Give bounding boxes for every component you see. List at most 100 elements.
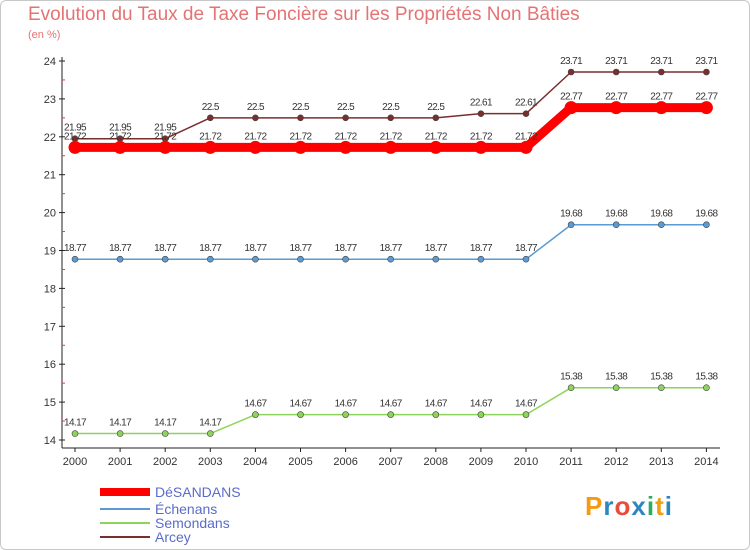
y-unit-label: (en %) — [28, 29, 61, 41]
data-point-desandans — [429, 140, 443, 154]
data-label-desandans: 22.77 — [605, 92, 628, 103]
x-tick-label: 2008 — [424, 456, 448, 468]
data-label-desandans: 21.72 — [289, 131, 312, 142]
data-point-echenans — [116, 255, 124, 263]
data-label-echenans: 19.68 — [695, 209, 718, 220]
x-tick-label: 2001 — [108, 456, 132, 468]
logo-letter: i — [646, 491, 656, 521]
x-tick-label: 2011 — [559, 456, 583, 468]
data-label-desandans: 21.72 — [335, 131, 358, 142]
data-point-desandans — [609, 101, 623, 115]
data-point-semondans — [522, 411, 530, 418]
data-point-arcey — [522, 110, 530, 117]
data-label-arcey: 22.61 — [470, 98, 493, 109]
data-point-desandans — [158, 140, 172, 154]
data-label-echenans: 18.77 — [64, 243, 87, 254]
logo-letter: x — [631, 491, 647, 521]
proxiti-logo: Proxiti — [585, 491, 673, 522]
logo-letter: r — [603, 491, 615, 521]
y-tick-label: 19 — [44, 246, 56, 258]
data-label-arcey: 23.71 — [650, 56, 673, 67]
data-point-desandans — [474, 140, 488, 154]
data-point-semondans — [432, 411, 440, 418]
data-label-arcey: 21.95 — [109, 123, 132, 134]
data-point-semondans — [342, 411, 349, 418]
data-point-arcey — [612, 68, 620, 76]
data-point-arcey — [657, 68, 665, 76]
x-tick-label: 2006 — [333, 456, 357, 468]
data-point-desandans — [519, 140, 533, 154]
data-point-echenans — [522, 255, 530, 263]
data-label-arcey: 23.71 — [560, 56, 583, 67]
data-label-arcey: 23.71 — [605, 56, 628, 67]
logo-letter: P — [585, 491, 604, 521]
data-label-desandans: 21.72 — [64, 131, 87, 142]
data-point-desandans — [384, 140, 398, 154]
data-point-semondans — [387, 411, 395, 418]
data-label-semondans: 14.67 — [380, 399, 403, 410]
x-tick-label: 2010 — [514, 456, 538, 468]
data-label-semondans: 14.67 — [425, 399, 448, 410]
x-tick-label: 2014 — [694, 456, 718, 468]
data-point-desandans — [203, 140, 217, 154]
data-label-echenans: 18.77 — [470, 243, 493, 254]
x-tick-label: 2000 — [63, 456, 87, 468]
data-label-desandans: 21.72 — [515, 131, 538, 142]
y-tick-label: 18 — [44, 283, 56, 295]
data-point-arcey — [567, 68, 575, 76]
y-tick-label: 23 — [44, 94, 56, 106]
data-label-desandans: 21.72 — [244, 131, 267, 142]
data-point-arcey — [432, 114, 440, 122]
x-tick-label: 2012 — [604, 456, 628, 468]
data-point-semondans — [297, 411, 304, 418]
x-tick-label: 2004 — [243, 456, 267, 468]
legend-label-arcey: Arcey — [155, 529, 191, 545]
y-tick-label: 21 — [44, 170, 56, 182]
data-label-echenans: 18.77 — [109, 243, 132, 254]
data-point-arcey — [207, 114, 214, 122]
data-point-desandans — [654, 101, 668, 115]
y-tick-label: 15 — [44, 397, 56, 409]
data-label-semondans: 14.17 — [154, 418, 177, 429]
y-tick-label: 16 — [44, 359, 56, 371]
data-label-echenans: 18.77 — [425, 243, 448, 254]
data-label-echenans: 18.77 — [154, 243, 177, 254]
data-label-semondans: 14.17 — [199, 418, 222, 429]
x-tick-label: 2009 — [469, 456, 493, 468]
logo-letter: i — [664, 491, 673, 521]
data-label-echenans: 18.77 — [335, 243, 358, 254]
y-tick-label: 17 — [44, 321, 56, 333]
legend-label-semondans: Semondans — [155, 515, 230, 531]
data-label-semondans: 14.67 — [470, 399, 493, 410]
x-tick-label: 2007 — [378, 456, 402, 468]
legend-label-desandans: DéSANDANS — [155, 484, 241, 500]
data-point-semondans — [116, 430, 124, 437]
data-label-echenans: 19.68 — [650, 209, 673, 220]
data-point-semondans — [161, 430, 169, 437]
y-tick-label: 14 — [44, 435, 56, 447]
data-label-arcey: 22.5 — [202, 102, 220, 113]
data-label-semondans: 14.67 — [515, 399, 538, 410]
data-label-semondans: 15.38 — [560, 372, 583, 383]
data-point-desandans — [339, 140, 353, 154]
data-point-semondans — [71, 430, 79, 437]
data-label-echenans: 18.77 — [199, 243, 222, 254]
data-point-desandans — [699, 101, 713, 115]
data-point-echenans — [252, 255, 259, 263]
data-point-semondans — [703, 384, 710, 391]
data-label-arcey: 21.95 — [154, 123, 177, 134]
data-label-echenans: 19.68 — [560, 209, 583, 220]
data-point-semondans — [477, 411, 485, 418]
data-point-semondans — [657, 384, 665, 391]
data-label-desandans: 22.77 — [650, 92, 673, 103]
data-label-semondans: 15.38 — [650, 372, 673, 383]
x-tick-label: 2005 — [288, 456, 312, 468]
x-tick-label: 2002 — [153, 456, 177, 468]
data-point-semondans — [612, 384, 620, 391]
y-tick-label: 22 — [44, 132, 56, 144]
data-label-echenans: 18.77 — [380, 243, 403, 254]
chart-title: Evolution du Taux de Taxe Foncière sur l… — [28, 4, 580, 25]
data-label-arcey: 22.5 — [337, 102, 355, 113]
